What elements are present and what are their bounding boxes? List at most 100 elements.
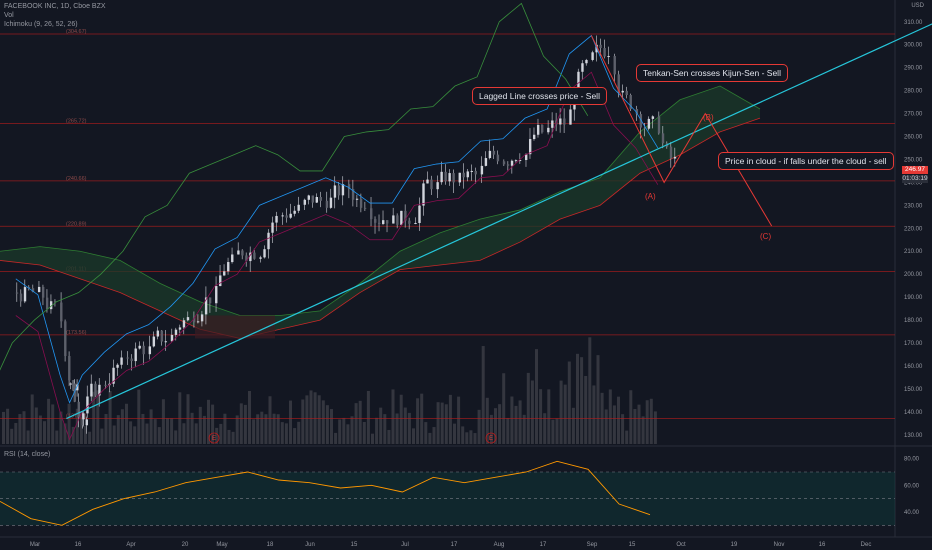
volume-bar [174, 430, 178, 444]
earnings-marker-label: E [489, 436, 493, 442]
volume-bar [268, 396, 272, 444]
kijun-sen [15, 71, 659, 441]
price-tick-label: 150.00 [904, 387, 923, 393]
candle-body [426, 179, 429, 184]
volume-bar [535, 349, 538, 444]
earnings-marker [208, 432, 220, 444]
volume-bar [321, 400, 325, 444]
time-tick-label: May [216, 542, 227, 548]
candle-body [81, 417, 84, 426]
volume-bar [403, 407, 407, 444]
candle-body [430, 179, 433, 190]
candle-body [134, 348, 137, 362]
volume-bar [592, 385, 596, 444]
candle-body [249, 252, 252, 262]
volume-bar [194, 423, 198, 444]
volume-bar [436, 402, 440, 444]
volume-bar [153, 419, 157, 444]
candle-body [635, 108, 639, 115]
time-tick-label: 17 [451, 542, 458, 548]
volume-bar [59, 411, 63, 444]
candle-body [267, 232, 270, 250]
candle-body [480, 165, 484, 175]
volume-bar [79, 412, 83, 444]
candle-body [452, 173, 455, 183]
candle-body [569, 109, 572, 125]
volume-bar [88, 431, 92, 444]
time-tick-label: 18 [267, 542, 274, 548]
candle-body [104, 384, 107, 386]
candle-body [130, 358, 133, 362]
candle-body [458, 172, 461, 183]
price-tick-label: 270.00 [904, 112, 923, 118]
rsi-tick-label: 40.00 [904, 510, 920, 516]
volume-bar [502, 373, 506, 444]
volume-bar [145, 423, 149, 444]
volume-bar [567, 361, 571, 444]
volume-bar [625, 430, 629, 444]
rsi-tick-label: 60.00 [904, 483, 920, 489]
volume-bar [653, 411, 657, 444]
volume-bar [584, 375, 588, 444]
volume-bar [297, 421, 301, 444]
volume-bar [346, 424, 350, 444]
candle-body [591, 52, 594, 60]
volume-bar [219, 423, 223, 444]
candle-body [263, 249, 266, 258]
volume-bar [75, 408, 79, 444]
wave-c-label: (C) [760, 232, 772, 241]
candle-body [174, 329, 178, 335]
lagged-line-callout: Lagged Line crosses price - Sell [472, 87, 607, 105]
candle-body [577, 71, 580, 101]
volume-bar [596, 355, 600, 444]
candle-body [607, 56, 610, 58]
candle-body [563, 118, 566, 125]
volume-bar [2, 411, 5, 444]
candle-body [98, 384, 101, 396]
candle-body [408, 220, 411, 224]
candle-body [603, 48, 606, 57]
candle-body [374, 219, 377, 223]
candle-body [551, 120, 554, 128]
candle-body [200, 314, 204, 322]
volume-bar [514, 405, 518, 444]
volume-bar [440, 402, 444, 444]
price-tick-label: 290.00 [904, 66, 923, 72]
candle-body [94, 383, 97, 396]
volume-bar [334, 432, 338, 444]
volume-bar [407, 412, 411, 444]
countdown-label: 01:03:19 [902, 175, 928, 183]
volume-bar [563, 384, 567, 444]
volume-bar [530, 380, 534, 444]
volume-bar [137, 389, 141, 444]
volume-bar [256, 414, 260, 444]
volume-bar [641, 416, 645, 444]
volume-bar [453, 423, 456, 444]
candle-body [53, 301, 57, 303]
candle-body [120, 357, 123, 365]
tenkan-kijun-callout: Tenkan-Sen crosses Kijun-Sen - Sell [636, 64, 788, 82]
volume-bar [576, 353, 579, 444]
volume-bar [235, 415, 239, 444]
price-tick-label: 230.00 [904, 203, 923, 209]
volume-bar [190, 412, 194, 444]
volume-bar [608, 389, 612, 444]
volume-bar [649, 398, 653, 444]
volume-label: Vol [4, 12, 14, 19]
time-tick-label: 17 [540, 542, 547, 548]
candle-body [474, 170, 477, 175]
volume-bar [330, 409, 333, 444]
candle-body [45, 297, 49, 310]
time-tick-label: 19 [731, 542, 738, 548]
volume-bar [243, 404, 247, 444]
candle-body [643, 127, 647, 129]
candle-body [639, 114, 643, 128]
candle-body [68, 355, 71, 381]
volume-bar [18, 414, 22, 444]
volume-bar [350, 416, 354, 444]
volume-bar [457, 396, 461, 444]
candle-body [559, 118, 562, 125]
candle-body [223, 271, 226, 276]
volume-bar [432, 427, 436, 444]
